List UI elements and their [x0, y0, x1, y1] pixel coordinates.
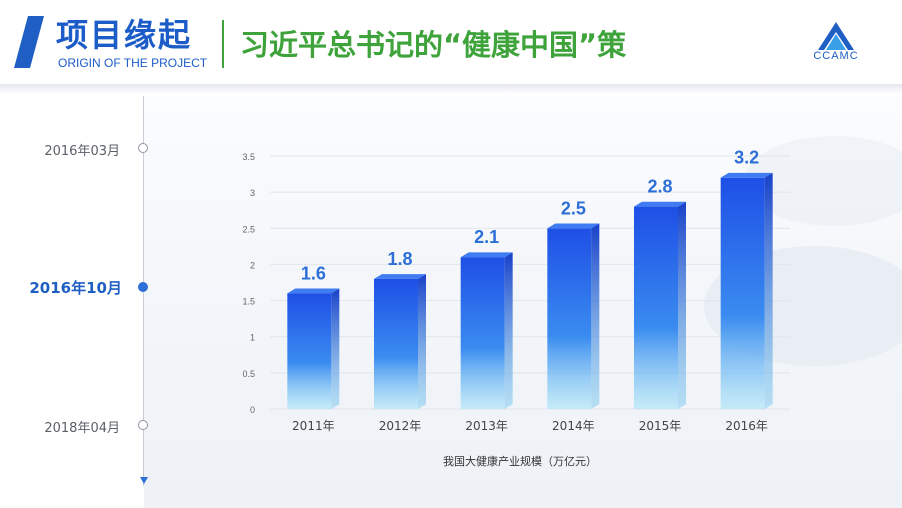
data-label: 1.8 [387, 249, 412, 269]
ccamc-logo-icon [818, 22, 854, 50]
timeline-label[interactable]: 2016年03月 [44, 144, 120, 159]
data-label: 2.8 [647, 177, 672, 197]
bar [374, 274, 426, 409]
timeline-dot-active[interactable] [138, 282, 148, 292]
header-divider [222, 20, 224, 68]
logo-text: CCAMC [813, 50, 859, 62]
y-tick-label: 2 [250, 260, 255, 270]
y-tick-label: 2.5 [242, 224, 255, 234]
chart-background [144, 96, 902, 508]
x-tick-label: 2014年 [552, 419, 595, 433]
bar [720, 172, 773, 409]
x-tick-label: 2011年 [292, 419, 335, 433]
bar [460, 252, 513, 409]
data-label: 1.6 [301, 263, 326, 283]
y-tick-label: 0.5 [242, 369, 255, 379]
timeline-arrow-icon [140, 477, 148, 484]
y-tick-label: 1 [250, 333, 255, 343]
x-tick-label: 2013年 [465, 419, 508, 433]
timeline-label-active[interactable]: 2016年10月 [29, 279, 122, 297]
y-tick-label: 3 [250, 188, 255, 198]
bar [287, 288, 340, 409]
bar [634, 201, 686, 409]
header-shadow [0, 84, 902, 94]
bar [547, 223, 600, 409]
timeline-dot[interactable] [138, 420, 148, 430]
x-tick-label: 2015年 [639, 419, 682, 433]
data-label: 2.1 [474, 227, 499, 247]
timeline-dot[interactable] [138, 143, 148, 153]
y-tick-label: 0 [250, 405, 255, 415]
data-label: 3.2 [734, 148, 759, 168]
page-subtitle: ORIGIN OF THE PROJECT [58, 56, 208, 70]
data-label: 2.5 [561, 198, 586, 218]
y-tick-label: 1.5 [242, 297, 255, 307]
y-tick-label: 3.5 [242, 152, 255, 162]
page-title: 项目缘起 [56, 16, 193, 54]
headline: 习近平总书记的“健康中国”策 [240, 28, 627, 62]
header: 项目缘起 ORIGIN OF THE PROJECT 习近平总书记的“健康中国”… [0, 0, 902, 86]
x-tick-label: 2016年 [725, 419, 768, 433]
x-tick-label: 2012年 [379, 419, 422, 433]
timeline-label[interactable]: 2018年04月 [44, 421, 120, 436]
x-axis-title: 我国大健康产业规模（万亿元） [443, 455, 597, 468]
title-slash-icon [14, 16, 44, 68]
